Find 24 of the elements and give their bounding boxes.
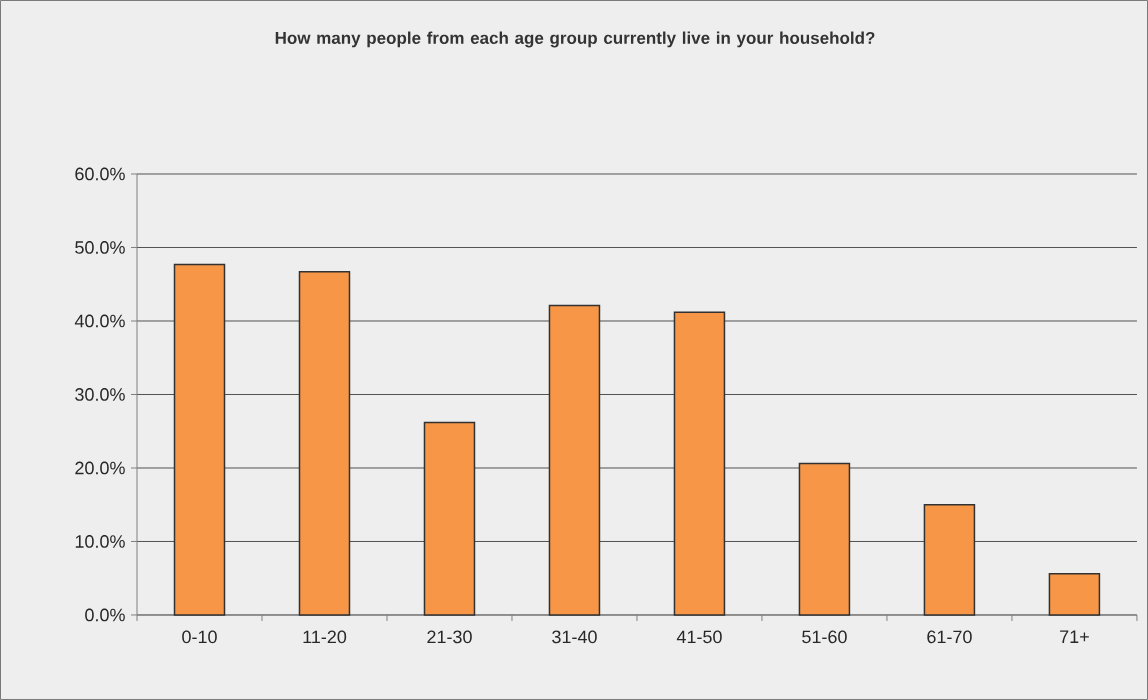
y-tick-label: 0.0% [85, 608, 125, 622]
x-tick-label: 21-30 [427, 630, 472, 644]
x-tick-label: 51-60 [802, 630, 847, 644]
x-tick-label: 31-40 [552, 630, 597, 644]
bar [548, 304, 601, 616]
bar [798, 462, 851, 616]
x-tick-label: 0-10 [182, 630, 217, 644]
bar [1048, 573, 1101, 616]
y-tick-label: 30.0% [75, 388, 125, 401]
x-tick-label: 71+ [1060, 630, 1089, 643]
y-tick-label: 40.0% [74, 314, 125, 328]
bar [673, 311, 726, 616]
bar [923, 503, 976, 616]
y-tick-label: 50.0% [75, 241, 125, 254]
bar [173, 263, 226, 616]
y-tick-label: 20.0% [75, 461, 125, 475]
x-tick-label: 11-20 [303, 630, 347, 644]
bar [423, 421, 476, 616]
x-tick-label: 41-50 [676, 630, 722, 644]
y-tick-label: 10.0% [75, 535, 125, 548]
y-tick-label: 60.0% [75, 167, 125, 181]
bar [298, 270, 351, 616]
chart-title: How many people from each age group currently live in your household? [275, 31, 875, 48]
x-tick-label: 61-70 [927, 630, 972, 644]
